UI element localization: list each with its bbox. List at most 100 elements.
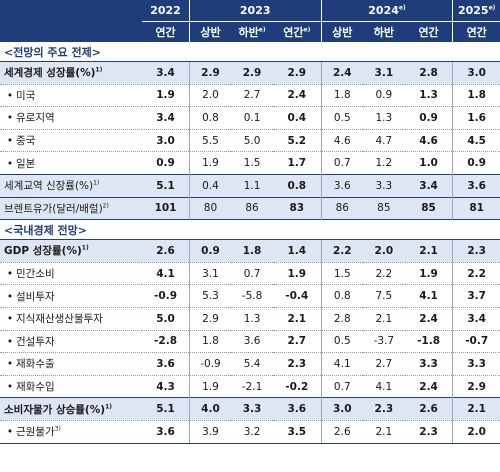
value-cell: 2.9 (272, 61, 322, 85)
row-label: • 재화수입 (0, 374, 143, 398)
table-row: • 설비투자 -0.9 5.3 -5.8 -0.4 0.8 7.5 4.1 3.7 (0, 284, 500, 308)
value-cell: 1.8 (452, 83, 500, 107)
value-cell: 0.5 (320, 329, 363, 353)
value-cell: 4.7 (362, 128, 405, 152)
value-cell: 1.8 (231, 239, 273, 263)
value-cell: 1.1 (231, 173, 273, 198)
value-cell: 2.1 (362, 419, 405, 444)
footnote-mark: 2) (102, 202, 109, 210)
value-cell: -0.7 (452, 329, 500, 353)
value-cell: 2.2 (452, 261, 500, 285)
row-label-text: 소비자물가 상승률(%) (4, 403, 106, 416)
table-row: 소비자물가 상승률(%)1) 5.1 4.0 3.3 3.6 3.0 2.3 2.6 2.1 (0, 397, 500, 421)
value-cell: 2.0 (362, 239, 405, 263)
value-cell: 1.9 (142, 83, 190, 107)
section-title: <국내경제 전망> (0, 219, 500, 240)
value-cell: 0.1 (231, 106, 273, 130)
value-cell: 2.3 (452, 239, 500, 263)
value-cell: 80 (188, 196, 232, 220)
value-cell: 85 (404, 196, 453, 220)
value-cell: 2.6 (142, 239, 190, 263)
value-cell: 3.0 (320, 397, 363, 421)
value-cell: 1.6 (452, 106, 500, 130)
value-cell: 2.3 (272, 352, 322, 376)
footnote-mark: 1) (93, 179, 100, 187)
value-cell: 2.4 (272, 83, 322, 107)
footnote-mark: 1) (105, 403, 112, 411)
value-cell: 5.5 (188, 128, 232, 152)
table-header: 2022 2023 2024e) 2025e) 연간 상반 하반e) 연간e) … (0, 0, 500, 42)
row-label-text: 재화수출 (16, 358, 55, 371)
value-cell: 3.6 (272, 397, 322, 421)
value-cell: 1.9 (272, 261, 322, 285)
section-title-row: <전망의 주요 전제> (0, 42, 500, 62)
value-cell: 2.6 (320, 419, 363, 444)
value-cell: 5.2 (272, 128, 322, 152)
table-row: • 건설투자 -2.8 1.8 3.6 2.7 0.5 -3.7 -1.8 -0.7 (0, 329, 500, 353)
value-cell: 1.2 (362, 151, 405, 175)
row-label: • 건설투자 (0, 329, 143, 353)
header-2024-year: 연간 (404, 20, 453, 42)
value-cell: 2.2 (362, 261, 405, 285)
header-note: e) (488, 4, 496, 12)
header-2024-h2: 하반 (362, 20, 405, 42)
row-label: 세계경제 성장률(%)1) (0, 61, 143, 85)
value-cell: -0.2 (272, 374, 322, 398)
value-cell: 4.1 (362, 374, 405, 398)
value-cell: 2.4 (404, 374, 453, 398)
header-year-2023: 2023 (188, 0, 322, 21)
forecast-table: 2022 2023 2024e) 2025e) 연간 상반 하반e) 연간e) … (0, 0, 500, 444)
row-label: • 중국 (0, 128, 143, 152)
value-cell: 4.1 (142, 261, 190, 285)
table-row: • 중국 3.0 5.5 5.0 5.2 4.6 4.7 4.6 4.5 (0, 128, 500, 152)
header-2024-h1: 상반 (320, 20, 363, 42)
value-cell: 2.9 (188, 61, 232, 85)
row-label: • 유로지역 (0, 106, 143, 130)
table-row: 세계교역 신장률(%)1) 5.1 0.4 1.1 0.8 3.6 3.3 3.4 3.6 (0, 173, 500, 198)
footnote-mark: 1) (81, 244, 89, 252)
value-cell: 86 (231, 196, 273, 220)
value-cell: 3.7 (452, 284, 500, 308)
value-cell: 3.4 (142, 61, 190, 85)
value-cell: 2.2 (320, 239, 363, 263)
footnote-mark: 3) (54, 425, 61, 433)
value-cell: 86 (320, 196, 363, 220)
value-cell: 0.7 (320, 151, 363, 175)
value-cell: 2.1 (452, 397, 500, 421)
value-cell: 0.9 (362, 83, 405, 107)
value-cell: 3.4 (452, 306, 500, 331)
value-cell: 3.3 (452, 352, 500, 376)
value-cell: 5.1 (142, 173, 190, 198)
table-row: 세계경제 성장률(%)1) 3.4 2.9 2.9 2.9 2.4 3.1 2.8 3.0 (0, 61, 500, 85)
table-row: 브렌트유가(달러/배럴)2) 101 80 86 83 86 85 85 81 (0, 196, 500, 220)
value-cell: 0.9 (452, 151, 500, 175)
value-cell: 2.7 (231, 83, 273, 107)
value-cell: 81 (452, 196, 500, 220)
table-row: • 민간소비 4.1 3.1 0.7 1.9 1.5 2.2 1.9 2.2 (0, 261, 500, 285)
value-cell: 2.7 (272, 329, 322, 353)
value-cell: 3.5 (272, 419, 322, 444)
row-label-text: 일본 (16, 157, 36, 170)
value-cell: 2.4 (404, 306, 453, 331)
table-row: • 미국 1.9 2.0 2.7 2.4 1.8 0.9 1.3 1.8 (0, 83, 500, 107)
value-cell: 0.7 (231, 261, 273, 285)
value-cell: -0.4 (272, 284, 322, 308)
value-cell: 7.5 (362, 284, 405, 308)
value-cell: 2.1 (362, 306, 405, 331)
row-label-text: 미국 (16, 89, 36, 102)
table-row: GDP 성장률(%)1) 2.6 0.9 1.8 1.4 2.2 2.0 2.1 2.3 (0, 239, 500, 263)
value-cell: 1.9 (188, 374, 232, 398)
value-cell: 2.0 (452, 419, 500, 444)
value-cell: 3.6 (142, 352, 190, 376)
row-label: • 지식재산생산물투자 (0, 306, 143, 331)
value-cell: 2.3 (404, 419, 453, 444)
bullet-icon: • (6, 335, 14, 348)
value-cell: 2.3 (362, 397, 405, 421)
row-label: • 설비투자 (0, 284, 143, 308)
header-2023-h2: 하반e) (231, 20, 273, 42)
value-cell: 0.8 (272, 173, 322, 198)
value-cell: 1.3 (404, 83, 453, 107)
value-cell: 3.4 (404, 173, 453, 198)
value-cell: 0.7 (320, 374, 363, 398)
value-cell: 0.4 (272, 106, 322, 130)
